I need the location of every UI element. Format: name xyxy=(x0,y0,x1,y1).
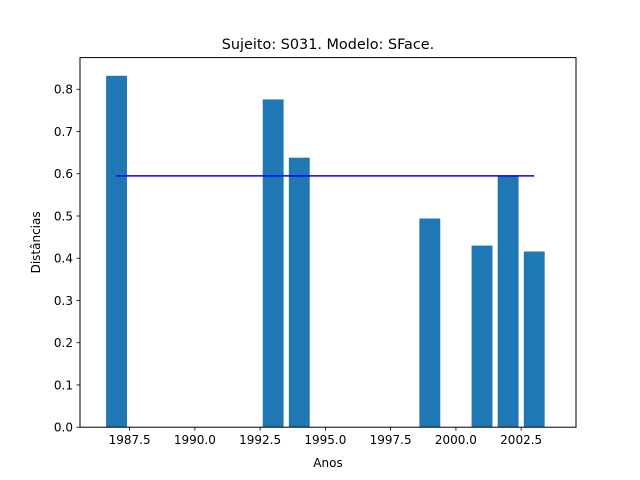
x-tick-label: 1997.5 xyxy=(370,433,412,447)
bar-1987 xyxy=(106,75,127,428)
plot-frame xyxy=(79,57,577,428)
bar-1993 xyxy=(262,99,284,428)
y-axis-label: Distâncias xyxy=(29,211,43,273)
bar-2001 xyxy=(471,245,493,428)
y-tick-label: 0.6 xyxy=(54,167,73,181)
y-tick-label: 0.0 xyxy=(54,421,73,435)
x-tick-label: 2000.0 xyxy=(435,433,477,447)
x-tick-label: 1995.0 xyxy=(304,433,346,447)
y-tick-label: 0.4 xyxy=(54,252,73,266)
x-axis-ticks: 1987.5 1990.0 1992.5 1995.0 1997.5 2000.0 2002… xyxy=(109,427,542,447)
bar-1994 xyxy=(288,157,310,428)
x-tick-label: 1987.5 xyxy=(109,433,151,447)
x-tick-label: 1992.5 xyxy=(239,433,281,447)
y-tick-label: 0.5 xyxy=(54,209,73,223)
bar-2002 xyxy=(497,176,519,428)
chart-title: Sujeito: S031. Modelo: SFace. xyxy=(222,37,434,53)
y-axis-ticks: 0.0 0.1 0.2 0.3 0.4 0.5 0.6 0.7 0.8 xyxy=(54,83,80,435)
y-tick-label: 0.8 xyxy=(54,83,73,97)
y-tick-label: 0.2 xyxy=(54,336,73,350)
bar-1999 xyxy=(419,218,441,428)
y-tick-label: 0.1 xyxy=(54,378,73,392)
y-tick-label: 0.7 xyxy=(54,125,73,139)
x-axis-label: Anos xyxy=(313,456,342,470)
bars-group xyxy=(106,75,545,428)
y-tick-label: 0.3 xyxy=(54,294,73,308)
x-tick-label: 2002.5 xyxy=(500,433,542,447)
x-tick-label: 1990.0 xyxy=(174,433,216,447)
bar-2003 xyxy=(523,251,545,428)
